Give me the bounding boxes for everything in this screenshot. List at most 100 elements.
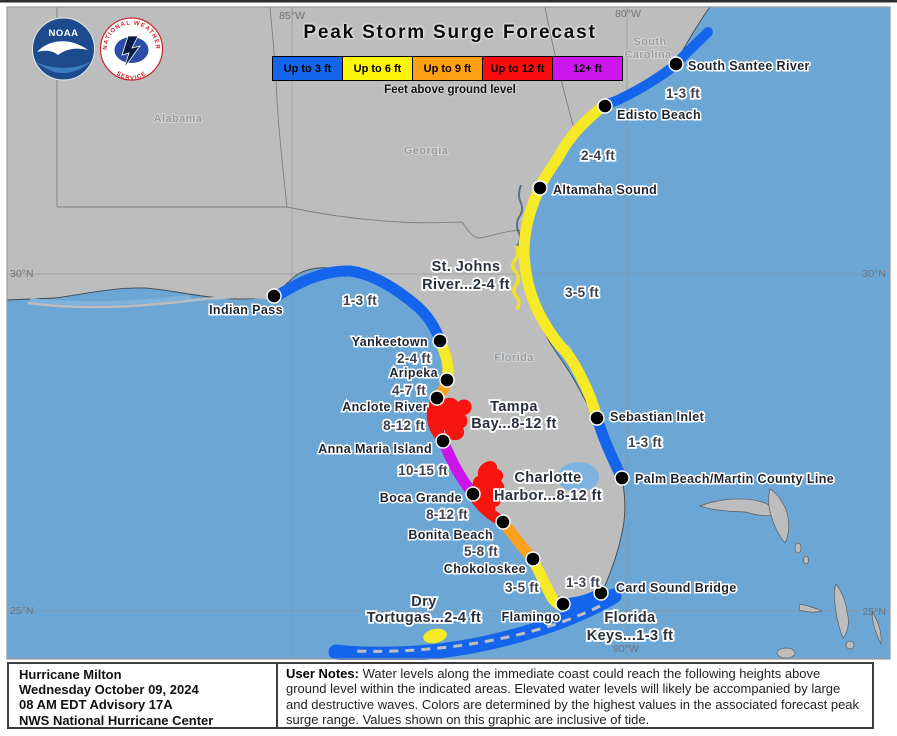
panhandle-barrier-islands bbox=[27, 295, 271, 309]
legend-item-4: 12+ ft bbox=[552, 56, 623, 81]
feature-label-0-line-1: River...2-4 ft bbox=[422, 277, 510, 293]
noaa-logo-text: NOAA bbox=[49, 28, 79, 39]
flamingo-label: Flamingo bbox=[502, 610, 561, 624]
surge-labels: 1-3 ft 2-4 ft 3-5 ft 1-3 ft 1-3 ft 2-4 ft 4-7 … bbox=[341, 84, 701, 646]
sebastian-inlet-marker bbox=[589, 410, 605, 426]
lightning-bolt-icon bbox=[121, 35, 141, 69]
altamaha-sound-marker bbox=[532, 180, 548, 196]
issuing-center: NWS National Hurricane Center bbox=[19, 712, 214, 728]
aripeka-label: Aripeka bbox=[389, 366, 438, 380]
surge-range-label-8: 10-15 ft bbox=[398, 463, 448, 478]
surge-points: South Santee River Edisto Beach Altamaha S… bbox=[208, 56, 835, 626]
feature-label-1-line-0: Tampa bbox=[490, 399, 538, 415]
card-sound-bridge-marker bbox=[593, 585, 609, 601]
anclote-river-label: Anclote River bbox=[342, 400, 428, 414]
surge-legend: Up to 3 ft Up to 6 ft Up to 9 ft Up to 12 f… bbox=[272, 56, 623, 81]
feature-label-3-line-0: Dry bbox=[411, 594, 436, 610]
feature-label-3-line-1: Tortugas...2-4 ft bbox=[367, 610, 481, 626]
palm-beach-martin-county-line-marker bbox=[614, 470, 630, 486]
advisory-date: Wednesday October 09, 2024 bbox=[19, 682, 199, 698]
user-notes-panel: User Notes: Water levels along the immed… bbox=[276, 662, 874, 729]
page-title: Peak Storm Surge Forecast bbox=[303, 22, 597, 43]
panhandle-lagoon bbox=[29, 295, 191, 306]
feature-label-2-line-0: Charlotte bbox=[514, 470, 581, 486]
florida-keys-islands bbox=[354, 604, 601, 653]
surge-range-label-0: 1-3 ft bbox=[666, 86, 700, 101]
graticule-lines bbox=[7, 7, 890, 659]
legend-item-3: Up to 12 ft bbox=[482, 56, 553, 81]
legend-item-0: Up to 3 ft bbox=[272, 56, 343, 81]
yankeetown-label: Yankeetown bbox=[352, 335, 428, 349]
state-label-south: South bbox=[633, 36, 666, 48]
yankeetown-marker bbox=[432, 333, 448, 349]
bonita-beach-label: Bonita Beach bbox=[408, 528, 493, 542]
feature-label-0-line-0: St. Johns bbox=[432, 259, 501, 275]
graticule-label-1: 80°W bbox=[615, 8, 641, 20]
sebastian-inlet-label: Sebastian Inlet bbox=[610, 410, 705, 424]
surge-band-east-yellow bbox=[518, 99, 611, 424]
state-label-florida: Florida bbox=[494, 352, 534, 364]
top-edge-line bbox=[0, 0, 897, 3]
charlotte-harbor-surge-fill bbox=[472, 460, 505, 516]
chokoloskee-label: Chokoloskee bbox=[444, 562, 526, 576]
feature-label-4-line-1: Keys...1-3 ft bbox=[587, 628, 674, 644]
state-borders bbox=[56, 6, 574, 239]
aripeka-marker bbox=[439, 372, 455, 388]
user-notes-label: User Notes: bbox=[286, 666, 359, 681]
graticule-label-5: 25°N bbox=[863, 606, 886, 618]
graticule-label-0: 85°W bbox=[279, 10, 305, 22]
surge-range-label-12: 1-3 ft bbox=[566, 575, 600, 590]
dry-tortugas-surge-fill bbox=[423, 628, 447, 644]
boca-grande-label: Boca Grande bbox=[380, 491, 462, 505]
legend-item-1: Up to 6 ft bbox=[342, 56, 413, 81]
bonita-beach-marker bbox=[495, 514, 511, 530]
graticule-label-6: 80°W bbox=[613, 643, 639, 655]
nws-logo: NATIONAL WEATHER SERVICE bbox=[99, 17, 164, 82]
feature-label-1-line-1: Bay...8-12 ft bbox=[471, 416, 557, 432]
surge-range-label-11: 3-5 ft bbox=[505, 580, 539, 595]
south-santee-river-label: South Santee River bbox=[688, 59, 810, 73]
anna-maria-island-marker bbox=[435, 433, 451, 449]
bahamas-islands bbox=[698, 488, 882, 659]
state-label-alabama: Alabama bbox=[154, 113, 203, 125]
surge-range-label-6: 4-7 ft bbox=[392, 383, 426, 398]
indian-pass-label: Indian Pass bbox=[209, 303, 283, 317]
flamingo-marker bbox=[555, 596, 571, 612]
altamaha-sound-label: Altamaha Sound bbox=[553, 183, 657, 197]
feature-label-4-line-0: Florida bbox=[604, 610, 656, 626]
graticule-label-4: 25°N bbox=[10, 605, 33, 617]
palm-beach-martin-county-line-label: Palm Beach/Martin County Line bbox=[635, 472, 834, 486]
anclote-river-marker bbox=[429, 390, 445, 406]
surge-band-bigbend-blue bbox=[268, 265, 446, 347]
legend-item-2: Up to 9 ft bbox=[412, 56, 483, 81]
surge-range-label-9: 8-12 ft bbox=[426, 507, 468, 522]
anna-maria-island-label: Anna Maria Island bbox=[318, 442, 432, 456]
state-label-georgia: Georgia bbox=[404, 145, 449, 157]
surge-range-label-2: 3-5 ft bbox=[565, 285, 599, 300]
storm-name: Hurricane Milton bbox=[19, 667, 122, 682]
surge-range-label-1: 2-4 ft bbox=[581, 148, 615, 163]
legend-caption: Feet above ground level bbox=[384, 84, 516, 96]
chokoloskee-marker bbox=[525, 551, 541, 567]
indian-pass-marker bbox=[266, 288, 282, 304]
graticule-label-3: 30°N bbox=[863, 268, 886, 280]
surge-range-label-3: 1-3 ft bbox=[628, 435, 662, 450]
boca-grande-marker bbox=[465, 486, 481, 502]
edisto-beach-marker bbox=[597, 98, 613, 114]
feature-label-2-line-1: Harbor...8-12 ft bbox=[494, 488, 602, 504]
surge-range-label-10: 5-8 ft bbox=[464, 544, 498, 559]
tampa-bay-surge-fill bbox=[430, 397, 472, 441]
nws-logo-text-bottom: SERVICE bbox=[115, 71, 147, 82]
graticule-labels: 85°W 80°W 30°N 30°N 25°N 25°N 80°W bbox=[10, 8, 886, 655]
surge-range-label-7: 8-12 ft bbox=[383, 418, 425, 433]
advisory-info-panel: Hurricane Milton Wednesday October 09, 2… bbox=[7, 662, 278, 729]
surge-range-label-4: 1-3 ft bbox=[343, 293, 377, 308]
card-sound-bridge-label: Card Sound Bridge bbox=[616, 581, 737, 595]
noaa-logo: NOAA bbox=[32, 17, 95, 81]
svg-text:SERVICE: SERVICE bbox=[115, 71, 148, 82]
surge-band-keys-blue bbox=[328, 588, 622, 662]
south-santee-river-marker bbox=[668, 56, 684, 72]
